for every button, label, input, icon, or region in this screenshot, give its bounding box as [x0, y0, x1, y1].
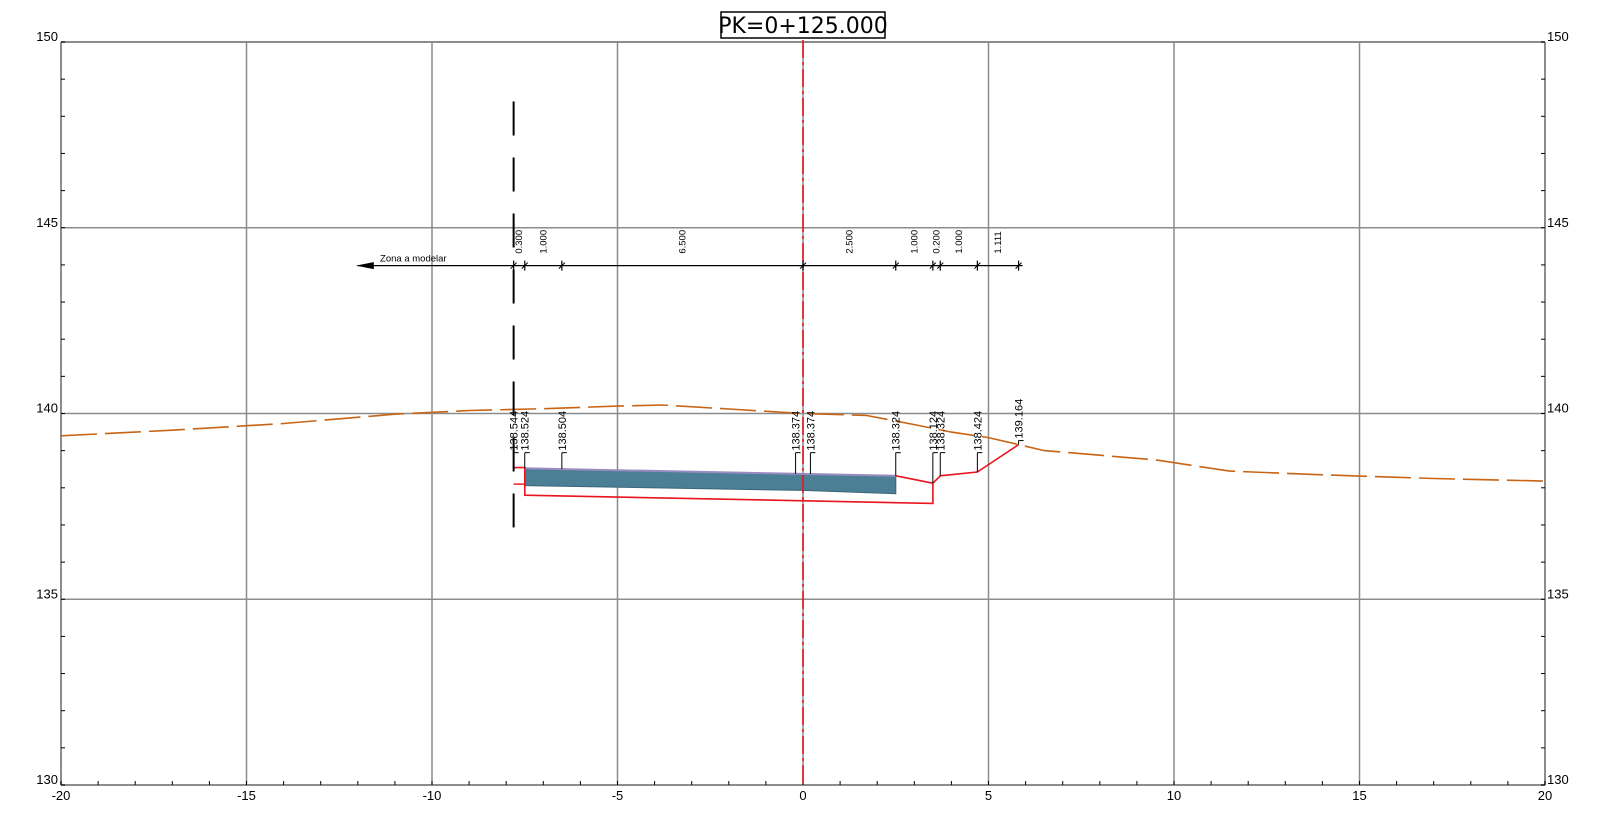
elevation-label: 138.424	[972, 411, 984, 451]
section-title: PK=0+125.000	[718, 11, 888, 39]
y-tick-label-right: 135	[1547, 586, 1569, 601]
elevation-label: 138.324	[891, 411, 903, 451]
pavement-surface	[524, 467, 896, 477]
elevation-label: 138.374	[791, 411, 803, 451]
dimension-slash	[799, 262, 807, 269]
dimension-slash	[521, 262, 529, 269]
y-tick-label-right: 145	[1547, 215, 1569, 230]
dimension-slash	[974, 262, 981, 269]
zone-arrow-head	[355, 262, 374, 270]
y-tick-label-right: 130	[1547, 772, 1569, 787]
elevation-label: 138.524	[520, 411, 532, 451]
terrain-line	[60, 404, 1546, 482]
zone-label: Zona a modelar	[380, 254, 447, 265]
dimension-label: 1.000	[954, 230, 965, 254]
dimension-label: 6.500	[677, 230, 688, 254]
x-tick-label: -5	[612, 788, 624, 803]
elevation-label: 139.164	[1014, 399, 1026, 439]
elevation-label: 138.124	[928, 411, 940, 451]
shoulder-line	[895, 475, 934, 484]
pavement-section	[524, 467, 897, 495]
y-tick-label-right: 140	[1547, 401, 1569, 416]
x-tick-label: 10	[1167, 788, 1181, 803]
y-tick-label-left: 130	[36, 772, 58, 787]
x-tick-label: 15	[1352, 788, 1366, 803]
dimension-label: 2.500	[844, 230, 855, 254]
x-tick-label: -20	[52, 788, 71, 803]
x-tick-label: 0	[799, 788, 806, 803]
dimension-slash	[1015, 262, 1022, 269]
x-tick-label: 5	[985, 788, 992, 803]
y-tick-label-left: 145	[36, 215, 58, 230]
dimension-slash	[936, 262, 944, 269]
elevation-label: 138.324	[935, 411, 947, 451]
dimension-slash	[510, 262, 517, 269]
elevation-label: 138.374	[805, 411, 817, 451]
y-tick-label-right: 150	[1547, 29, 1569, 44]
dimension-label: 0.200	[932, 230, 943, 254]
title-box	[720, 11, 886, 39]
elevation-labels: 138.544 138.524 138.504 138.374 138.374 138.3…	[509, 399, 1026, 484]
y-tick-label-left: 135	[36, 586, 58, 601]
dimension-label: 1.000	[909, 230, 920, 254]
subgrade-line	[513, 443, 1020, 505]
minor-ticks	[60, 41, 1546, 786]
dimension-label: 1.000	[538, 230, 549, 254]
dimension-label: 1.111	[993, 231, 1004, 253]
x-tick-label: -15	[237, 788, 256, 803]
dimension-slash	[929, 262, 937, 269]
dimension-slash	[892, 262, 900, 269]
subgrade-outline	[513, 443, 1020, 505]
dimension-label: 0.300	[514, 230, 525, 254]
x-tick-label: 20	[1538, 788, 1552, 803]
x-tick-label: -10	[423, 788, 442, 803]
y-tick-label-left: 140	[36, 401, 58, 416]
elevation-label: 138.504	[557, 411, 569, 451]
dimension-slash	[558, 262, 566, 269]
y-tick-label-left: 150	[36, 29, 58, 44]
elevation-label: 138.544	[509, 411, 521, 451]
terrain-profile	[60, 404, 1546, 482]
page-title: PK=0+125.000	[718, 14, 888, 39]
dimension-chain: Zona a modelar 0.300 1.000 6.500 2.500 1.000…	[355, 230, 1023, 271]
